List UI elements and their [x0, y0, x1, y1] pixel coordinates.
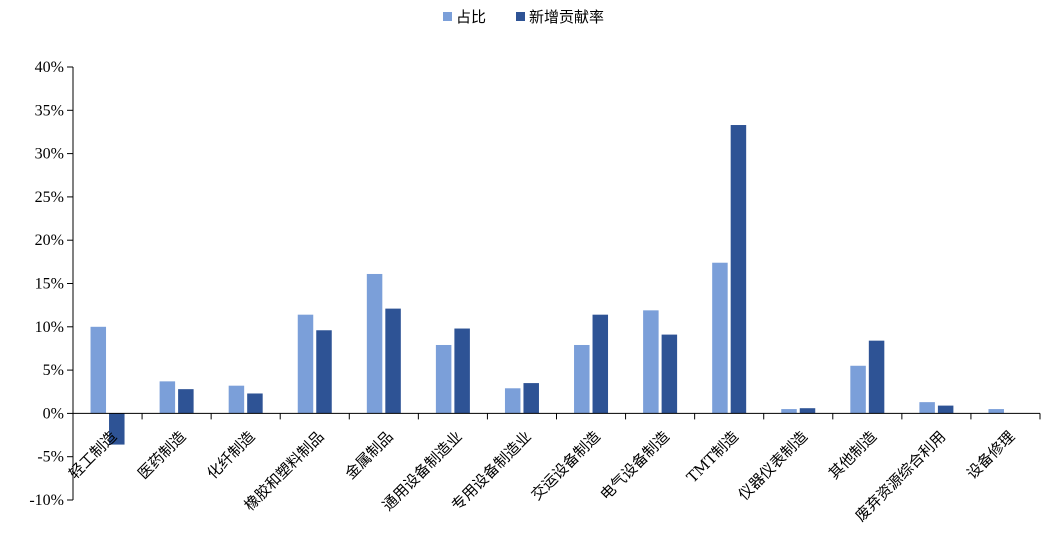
bar-share — [504, 388, 521, 414]
legend-label: 新增贡献率 — [529, 8, 604, 26]
bar-share — [159, 381, 176, 414]
y-tick-label: 0% — [43, 405, 64, 422]
x-tick-label: 交运设备制造 — [527, 428, 603, 504]
bar-share — [643, 310, 659, 414]
x-tick-label: 其他制造 — [825, 428, 880, 483]
bar-contribution — [523, 383, 539, 414]
bar-contribution — [937, 405, 954, 414]
bar-contribution — [316, 330, 332, 414]
y-tick-label: -10% — [29, 492, 64, 509]
bar-contribution — [592, 314, 609, 414]
bar-contribution — [454, 328, 470, 414]
bar-share — [988, 409, 1004, 414]
bar-share — [435, 344, 452, 414]
bar-share — [919, 402, 935, 414]
bar-share — [366, 273, 383, 414]
x-tick-label: 仪器仪表制造 — [735, 428, 811, 504]
bar-contribution — [868, 340, 885, 414]
y-tick-label: 10% — [35, 319, 64, 336]
bar-share — [297, 314, 314, 414]
y-tick-label: 30% — [35, 146, 64, 163]
x-tick-label: 医药制造 — [134, 428, 189, 483]
legend-swatch — [443, 12, 452, 21]
bars — [90, 125, 1004, 445]
y-tick-label: 5% — [43, 362, 64, 379]
bar-share — [90, 326, 107, 414]
bar-contribution — [799, 408, 816, 414]
y-tick-label: 20% — [35, 232, 64, 249]
bar-share — [574, 344, 590, 414]
bar-share — [850, 365, 866, 414]
y-tick-label: 35% — [35, 102, 64, 119]
bar-contribution — [247, 393, 263, 414]
y-axis: 40% 35% 30% 25% 20% 15% 10% 5% 0% -5% -10% — [29, 59, 74, 509]
y-tick-label: 25% — [35, 189, 64, 206]
bar-contribution — [109, 413, 125, 445]
y-tick-label: 40% — [35, 59, 64, 76]
bar-share — [712, 262, 728, 414]
bar-contribution — [730, 125, 747, 414]
bar-contribution — [178, 389, 194, 414]
x-tick-label: 设备修理 — [963, 428, 1018, 483]
legend-label: 占比 — [456, 8, 486, 26]
bar-share — [228, 385, 245, 414]
x-tick-label: 金属制品 — [341, 428, 396, 483]
bar-contribution — [385, 308, 401, 414]
x-tick-label: TMT制造 — [683, 428, 742, 487]
y-tick-label: -5% — [37, 449, 64, 466]
legend: 占比 新增贡献率 — [443, 8, 604, 26]
x-tick-label: 电气设备制造 — [597, 428, 673, 504]
legend-swatch — [516, 12, 525, 21]
bar-share — [781, 409, 797, 414]
x-tick-label: 化纤制造 — [203, 428, 258, 483]
y-tick-label: 15% — [35, 276, 64, 293]
bar-contribution — [661, 334, 678, 414]
